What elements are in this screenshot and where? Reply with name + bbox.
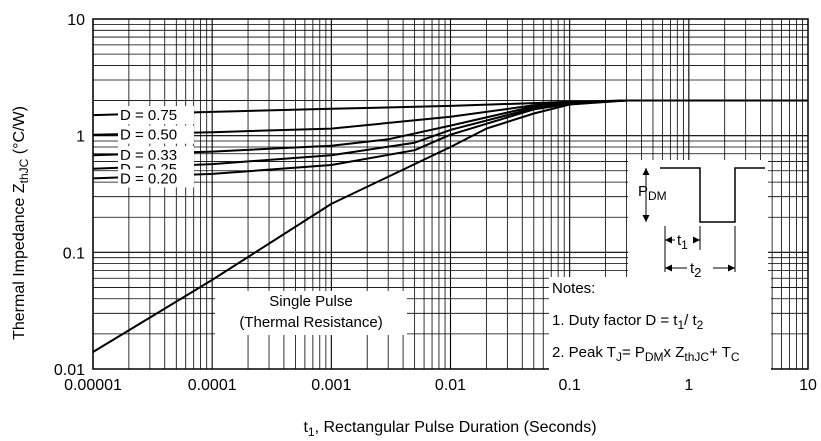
t2-label-sub: 2 <box>694 265 701 280</box>
pulse-waveform <box>660 167 765 223</box>
pdm-arrow-down <box>642 215 650 222</box>
note-duty-factor-mid: / t <box>684 312 697 329</box>
x-tick-label: 0.0001 <box>188 377 237 394</box>
note-peak-plus: + T <box>709 344 731 361</box>
notes-box: Notes: 1. Duty factor D = t1/ t2 2. Peak… <box>549 277 771 374</box>
notes-title: Notes: <box>552 280 595 297</box>
t1-arrow-right <box>693 236 700 244</box>
series-curves <box>92 99 808 353</box>
t2-label-main: t <box>690 260 695 277</box>
y-axis-title-rest: (°C/W) <box>11 106 28 159</box>
plot-frame <box>92 18 809 370</box>
note-peak-subz: thJC <box>684 350 709 364</box>
notes-background <box>549 277 771 374</box>
note-peak-subc: C <box>731 350 740 364</box>
note-peak-subj: J <box>616 350 622 364</box>
single-pulse-label-line: (Thermal Resistance) <box>239 314 382 331</box>
note-duty-factor-sub2: 2 <box>697 318 704 332</box>
note-peak-eq: = P <box>622 344 645 361</box>
t2-label: t2 <box>690 260 701 280</box>
note-peak-temperature: 2. Peak TJ= PDMx ZthJC+ TC <box>552 344 740 364</box>
y-axis-title-main: Thermal Impedance Z <box>11 183 28 340</box>
series-label-1: D = 0.50 <box>120 127 177 144</box>
y-tick-label: 1 <box>76 129 85 146</box>
t1-label: t1 <box>677 232 688 252</box>
note-duty-factor-sub1: 1 <box>677 318 684 332</box>
series-line-5 <box>92 99 808 353</box>
y-tick-label: 0.01 <box>54 362 85 379</box>
x-axis-title-sub: 1 <box>308 425 315 439</box>
x-tick-label: 0.01 <box>435 377 466 394</box>
x-axis-title: t1, Rectangular Pulse Duration (Seconds) <box>303 419 596 439</box>
single-pulse-label-bg <box>215 291 407 335</box>
y-axis-title-sub: thJC <box>17 158 31 183</box>
pdm-arrow-up <box>642 168 650 175</box>
series-label-0: D = 0.75 <box>120 107 177 124</box>
t2-label-bg <box>687 257 713 277</box>
t2-arrow-left <box>665 264 672 272</box>
t1-label-bg <box>675 230 693 248</box>
x-tick-label: 1 <box>684 377 693 394</box>
pdm-label: PDM <box>638 183 667 203</box>
series-label-bg <box>118 125 194 144</box>
note-peak-pre: 2. Peak T <box>552 344 616 361</box>
note-peak-subdm: DM <box>645 350 664 364</box>
series-label-bg <box>118 106 194 125</box>
x-tick-label: 10 <box>799 377 817 394</box>
single-pulse-label-line: Single Pulse <box>269 293 352 310</box>
note-duty-factor: 1. Duty factor D = t1/ t2 <box>552 312 704 332</box>
x-tick-label: 0.001 <box>311 377 351 394</box>
pdm-label-main: P <box>638 183 648 200</box>
t1-arrow-left <box>665 236 672 244</box>
pulse-inset: PDM t1 t2 <box>628 160 768 280</box>
series-label-4: D = 0.20 <box>120 170 177 187</box>
t2-arrow-right <box>728 264 735 272</box>
t1-label-sub: 1 <box>681 238 688 252</box>
note-duty-factor-text: 1. Duty factor D = t <box>552 312 678 329</box>
y-axis-title: Thermal Impedance ZthJC (°C/W) <box>11 106 31 340</box>
x-tick-label: 0.00001 <box>64 377 122 394</box>
x-axis-title-rest: , Rectangular Pulse Duration (Seconds) <box>315 419 597 436</box>
pdm-label-sub: DM <box>648 189 667 203</box>
x-tick-label: 0.1 <box>559 377 581 394</box>
x-axis-title-main: t <box>303 419 308 436</box>
y-tick-label: 10 <box>67 12 85 29</box>
note-peak-x: x Z <box>664 344 685 361</box>
y-tick-label: 0.1 <box>63 245 85 262</box>
tick-labels: 0.00001 0.0001 0.001 0.01 0.1 1 10 0.01 0.1 1 10 <box>54 12 817 394</box>
series-label-bg <box>118 169 194 188</box>
t1-label-main: t <box>677 232 682 249</box>
series-label-bg <box>118 146 194 165</box>
series-labels: D = 0.75D = 0.50D = 0.33D = 0.25D = 0.20… <box>118 106 407 335</box>
